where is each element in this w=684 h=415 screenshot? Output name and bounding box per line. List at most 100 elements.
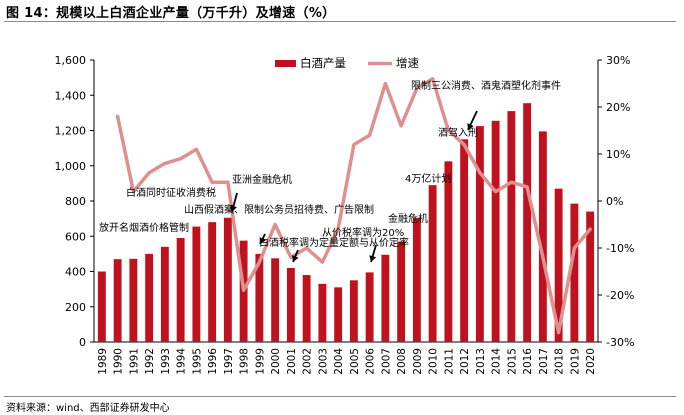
bar-2013	[475, 126, 484, 342]
chart: 0 200 400 600 800 1,000 1,200 1,400 1,600 -30% -20…	[55, 54, 635, 375]
y-tick-label-left: 400	[65, 266, 86, 279]
bar-2015	[507, 111, 516, 342]
x-tick-label: 2009	[412, 348, 424, 375]
bar-2002	[302, 275, 311, 342]
x-tick-label: 2018	[554, 348, 566, 375]
x-tick-label: 2011	[443, 348, 455, 375]
y-tick-label-right: 10%	[606, 148, 630, 161]
x-tick-label: 2020	[585, 348, 597, 375]
annotation-label: 白酒同时征收消费税	[126, 186, 216, 199]
annotation-label: 金融危机	[388, 212, 428, 225]
y-tick-label-left: 200	[65, 301, 86, 314]
bar-1992	[145, 253, 154, 342]
y-tick-label-left: 1,000	[55, 160, 87, 173]
x-tick-label: 2003	[317, 348, 329, 375]
x-tick-label: 2012	[459, 348, 471, 375]
y-tick-label-right: -20%	[606, 289, 634, 302]
y-tick-label-left: 1,400	[55, 89, 87, 102]
bar-1994	[176, 238, 185, 342]
legend-swatch-bar	[275, 60, 296, 67]
bar-2014	[491, 120, 500, 343]
x-tick-label: 2001	[286, 348, 298, 375]
source-note: 资料来源：wind、西部证券研发中心	[6, 403, 170, 414]
bar-2004	[334, 287, 343, 342]
bar-1991	[129, 258, 138, 342]
source-divider	[4, 396, 676, 397]
y-tick-label-left: 800	[65, 195, 86, 208]
annotation-label: 从价税率调为20%	[322, 226, 404, 239]
bar-2016	[523, 103, 532, 343]
annotation-label: 限制三公消费、酒鬼酒塑化剂事件	[411, 79, 561, 92]
x-tick-label: 2002	[302, 348, 314, 375]
annotation-arrowhead	[292, 255, 299, 262]
x-tick-label: 1996	[207, 348, 219, 375]
bar-2006	[365, 272, 374, 342]
title-divider	[4, 21, 676, 22]
x-tick-label: 2008	[396, 348, 408, 375]
x-tick-label: 1999	[254, 348, 266, 375]
x-tick-label: 1998	[239, 348, 251, 375]
bar-2018	[554, 188, 563, 342]
annotation-arrowhead	[230, 205, 237, 212]
annotation-label: 放开名烟酒价格管制	[99, 221, 189, 234]
figure-title: 图 14：规模以上白酒企业产量（万千升）及增速（%）	[6, 6, 336, 21]
bar-2008	[397, 241, 406, 342]
annotation-arrowhead	[259, 237, 266, 244]
bar-2007	[381, 254, 390, 342]
x-tick-label: 1995	[191, 348, 203, 375]
annotation-arrowhead	[467, 123, 474, 130]
x-tick-label: 2007	[380, 348, 392, 375]
x-tick-label: 1994	[176, 348, 188, 375]
x-tick-label: 1993	[160, 348, 172, 375]
annotation-label: 白酒税率调为定量定额与从价定率	[259, 236, 409, 249]
y-tick-label-right: -30%	[606, 336, 634, 349]
y-tick-label-right: 30%	[606, 54, 630, 67]
bar-2010	[428, 185, 437, 342]
bar-2001	[286, 267, 295, 342]
x-tick-label: 2000	[270, 348, 282, 375]
bar-1999	[255, 253, 264, 342]
x-tick-label: 2016	[522, 348, 534, 375]
bar-2003	[318, 283, 327, 342]
x-tick-label: 2019	[569, 348, 581, 375]
annotation-label: 4万亿计划	[405, 172, 451, 185]
bar-2000	[271, 258, 280, 342]
annotation-label: 亚洲金融危机	[232, 173, 292, 186]
x-tick-label: 1991	[128, 348, 140, 375]
x-tick-label: 1992	[144, 348, 156, 375]
x-tick-label: 2013	[475, 348, 487, 375]
bar-2020	[586, 211, 595, 342]
annotation-arrowhead	[369, 255, 377, 262]
x-tick-label: 2005	[349, 348, 361, 375]
x-tick-label: 2006	[365, 348, 377, 375]
legend-label-bar: 白酒产量	[300, 56, 346, 70]
growth-line	[115, 77, 592, 335]
bar-1990	[113, 259, 122, 342]
y-tick-label-left: 1,200	[55, 125, 87, 138]
x-tick-label: 2004	[333, 348, 345, 375]
annotation-label: 酒驾入刑	[438, 126, 478, 139]
y-tick-label-left: 0	[79, 336, 86, 349]
x-tick-label: 2010	[428, 348, 440, 375]
x-tick-label: 1989	[97, 348, 109, 375]
bar-2005	[349, 280, 358, 342]
x-tick-label: 2014	[491, 348, 503, 375]
y-tick-label-right: 0%	[606, 195, 623, 208]
bar-1996	[208, 222, 217, 342]
annotation-label: 山西假酒案、限制公务员招待费、广告限制	[184, 203, 374, 216]
bar-1997	[223, 217, 232, 342]
legend-label-line: 增速	[396, 56, 419, 70]
x-tick-label: 2017	[538, 348, 550, 375]
y-tick-label-left: 1,600	[55, 54, 87, 67]
bar-2012	[460, 139, 469, 342]
bar-2019	[570, 203, 579, 342]
bar-1995	[192, 226, 201, 342]
bar-1989	[97, 271, 106, 342]
x-tick-label: 2015	[506, 348, 518, 375]
bar-1993	[160, 246, 169, 342]
bar-2011	[444, 161, 453, 342]
bar-2009	[412, 217, 421, 342]
y-tick-label-left: 600	[65, 230, 86, 243]
x-tick-label: 1990	[113, 348, 125, 375]
y-tick-label-right: 20%	[606, 101, 630, 114]
